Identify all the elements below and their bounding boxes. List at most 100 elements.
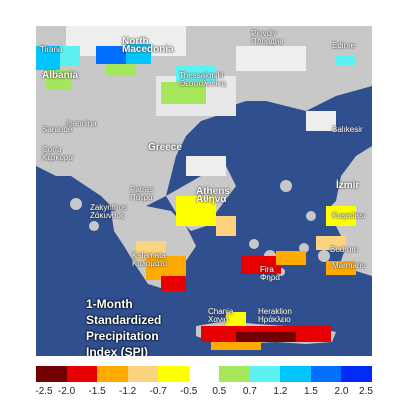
spi-dry-patch — [176, 196, 216, 226]
place-label-line: İzmir — [336, 180, 360, 191]
island — [299, 243, 309, 253]
place-label-line: Corfu — [42, 145, 62, 154]
spi-wet-patch — [36, 46, 60, 70]
island — [306, 211, 316, 221]
place-label-line: Ηράκλειο — [258, 315, 291, 324]
place-label-line: Fira — [260, 265, 274, 274]
legend-swatch — [341, 366, 373, 382]
place-label-line: Macedonia — [122, 44, 174, 55]
place-label-line: Thessaloniki — [179, 71, 224, 80]
island — [249, 239, 259, 249]
legend-swatch — [219, 366, 250, 382]
place-label-line: Χανιά — [208, 315, 229, 324]
white-patch — [186, 156, 226, 176]
legend-tick-label: -0.5 — [180, 386, 198, 397]
legend-tick-label: -2.0 — [57, 386, 76, 397]
spi-wet-patch — [176, 66, 216, 82]
place-label-patras: Patras Πάτρα — [130, 186, 153, 202]
spi-dry-patch — [216, 216, 236, 236]
place-label-fira: Fira Φηρά — [260, 266, 280, 282]
place-label-line: Ζάκυνθος — [90, 211, 125, 220]
spi-wet-patch — [126, 44, 151, 64]
place-label-line: Athens — [196, 186, 230, 197]
legend-swatch — [280, 366, 311, 382]
spi-wet-patch — [46, 70, 72, 90]
place-label-plovdiv: Plovdiv Пловдив — [251, 30, 284, 46]
legend-tick-label: 0.7 — [242, 386, 257, 397]
place-label-line: Пловдив — [251, 37, 284, 46]
island — [280, 180, 292, 192]
legend-swatch — [97, 366, 128, 382]
legend-swatch — [188, 366, 220, 382]
place-label-kalamata: Kalamata Καλαμάτα — [132, 252, 167, 268]
spi-legend-ticks: -2.5 -2.0 -1.5 -1.2 -0.7 -0.5 0.5 0.7 1.2 1.5 2.0 2… — [35, 386, 373, 400]
white-patch — [306, 111, 336, 131]
spi-map: Plovdiv Пловдив North Macedonia Edirne Tirana… — [36, 26, 372, 356]
title-line: Precipitation — [86, 329, 159, 343]
place-label-heraklion: Heraklion Ηράκλειο — [258, 308, 292, 324]
spi-dry-patch — [326, 206, 356, 226]
legend-tick-label: 1.2 — [273, 386, 288, 397]
place-label-line: Kuşadası — [332, 211, 366, 220]
place-label-line: Plovdiv — [251, 29, 277, 38]
place-label-line: Φηρά — [260, 273, 281, 282]
map-title: 1-Month Standardized Precipitation Index… — [86, 296, 206, 356]
legend-swatch — [310, 366, 342, 382]
place-label-line: Bodrum — [330, 245, 359, 254]
island — [89, 221, 99, 231]
place-label-line: Albania — [42, 70, 79, 81]
white-patch — [236, 46, 306, 71]
place-label-line: Καλαμάτα — [132, 259, 168, 268]
place-label-zakynthos: Zakynthos Ζάκυνθος — [90, 204, 127, 220]
place-label-line: Heraklion — [258, 307, 292, 316]
place-label-line: Edirne — [332, 41, 356, 50]
place-label-albania: Albania — [42, 70, 79, 81]
title-line: Index (SPI) — [86, 345, 149, 356]
legend-tick-label: -0.7 — [149, 386, 167, 397]
title-line: Standardized — [86, 313, 162, 327]
place-label-ioannina: Ioannina — [66, 120, 97, 128]
place-label-edirne: Edirne — [332, 42, 355, 50]
legend-swatch — [158, 366, 189, 382]
place-label-chania: Chania Χανιά — [208, 308, 233, 324]
place-label-line: Patras — [130, 185, 154, 194]
place-label-thessaloniki: Thessaloniki Θεσσαλονίκη — [179, 72, 226, 88]
place-label-corfu: Corfu Κέρκυρα — [42, 146, 73, 162]
legend-tick-label: 2.0 — [334, 386, 349, 397]
island — [70, 198, 82, 210]
place-label-line: Θεσσαλονίκη — [179, 79, 226, 88]
place-label-marmaris: Marmaris — [332, 262, 365, 270]
place-label-line: Marmaris — [332, 261, 366, 270]
legend-tick-label: -2.5 — [35, 386, 53, 397]
spi-dry-patch — [161, 276, 186, 291]
spi-wet-patch — [106, 64, 136, 76]
place-label-line: Greece — [148, 142, 182, 153]
spi-dry-patch — [316, 236, 346, 250]
spi-dry-patch — [236, 332, 296, 342]
spi-dry-patch — [211, 342, 261, 350]
legend-tick-label: 0.5 — [212, 386, 227, 397]
spi-legend — [36, 366, 373, 382]
place-label-line: Balıkesir — [332, 125, 363, 134]
place-label-sarande: Sarandë — [42, 126, 72, 134]
spi-dry-patch — [326, 261, 356, 275]
legend-tick-label: -1.2 — [119, 386, 137, 397]
place-label-line: Ioannina — [66, 119, 97, 128]
spi-wet-patch — [161, 82, 206, 104]
title-line: 1-Month — [86, 297, 133, 311]
legend-swatch — [127, 366, 159, 382]
map-canvas — [36, 26, 372, 356]
spi-dry-patch — [276, 251, 306, 265]
place-label-tirana: Tirana — [40, 46, 62, 54]
legend-swatch — [66, 366, 98, 382]
place-label-line: Chania — [208, 307, 234, 316]
place-label-athens: Athens Αθήνα — [196, 186, 230, 205]
legend-swatch — [36, 366, 67, 382]
place-label-line: Tirana — [40, 45, 63, 54]
legend-tick-label: 2.5 — [359, 386, 373, 397]
spi-dry-patch — [226, 312, 246, 326]
legend-tick-label: 1.5 — [303, 386, 318, 397]
place-label-balikesir: Balıkesir — [332, 126, 363, 134]
legend-swatch — [249, 366, 281, 382]
island — [318, 250, 330, 262]
